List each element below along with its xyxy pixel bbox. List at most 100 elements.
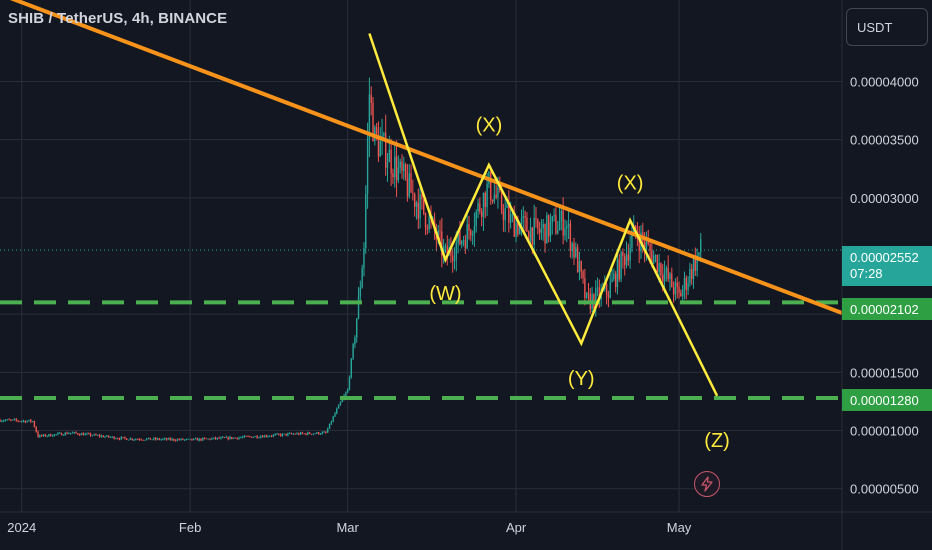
candle-body [694, 259, 697, 271]
candle-body [173, 438, 175, 441]
candle-body [624, 256, 626, 265]
candle-body [124, 437, 126, 439]
candle-body [13, 419, 16, 421]
candle-body [337, 404, 340, 409]
candle-body [4, 420, 7, 421]
candle-body [462, 240, 465, 242]
candle-body [214, 437, 217, 439]
candle-body [144, 439, 146, 441]
level-tag-upper-value: 0.00002102 [850, 301, 919, 317]
candle-body [84, 433, 86, 436]
candle-body [305, 433, 307, 435]
candle-body [19, 421, 21, 422]
candle-body [98, 435, 101, 437]
candle-body [687, 283, 689, 291]
bar-countdown: 07:28 [850, 266, 883, 281]
candle-body [258, 437, 260, 439]
candle-body [234, 437, 237, 439]
candle-body [518, 224, 521, 235]
candle-body [480, 211, 483, 218]
candle-body [317, 432, 320, 435]
candle-body [28, 419, 30, 422]
symbol-title: SHIB / TetherUS, 4h, BINANCE [8, 9, 228, 27]
candle-body [332, 416, 334, 422]
candle-body [366, 139, 369, 194]
candle-body [470, 230, 472, 236]
candle-body [44, 434, 46, 437]
candle-body [649, 244, 651, 252]
candle-body [508, 204, 510, 223]
candle-body [665, 267, 668, 273]
candle-body [48, 434, 50, 436]
candle-body [529, 227, 532, 241]
candle-body [394, 156, 396, 178]
candle-body [660, 263, 662, 276]
candle-body [490, 171, 492, 200]
level-tag-upper: 0.00002102 [842, 298, 932, 320]
candle-body [620, 252, 622, 280]
candle-body [573, 243, 575, 258]
candle-body [446, 245, 448, 256]
candle-body [278, 433, 280, 435]
descending-trendline [9, 0, 844, 316]
candle-body [584, 278, 586, 298]
candle-body [316, 432, 318, 434]
candle-body [126, 438, 128, 440]
candle-body [111, 436, 113, 438]
candle-body [39, 435, 41, 438]
candle-body [314, 433, 316, 435]
candle-body [310, 433, 313, 435]
candle-body [216, 437, 218, 439]
candle-body [511, 214, 514, 215]
candle-body [292, 433, 295, 435]
candle-body [571, 243, 573, 251]
candle-body [35, 426, 37, 432]
candle-body [689, 269, 691, 284]
candle-body [678, 286, 680, 294]
candle-body [86, 433, 88, 435]
candle-body [526, 217, 528, 232]
candle-body [180, 438, 182, 440]
candle-body [346, 389, 349, 393]
candle-body [676, 282, 678, 287]
candle-body [50, 434, 52, 437]
candle-body [104, 436, 106, 438]
candle-body [147, 437, 150, 439]
candle-body [348, 377, 351, 390]
candle-body [270, 436, 273, 437]
candle-body [64, 432, 66, 436]
candle-body [294, 433, 296, 435]
candle-body [231, 436, 233, 439]
candle-body [392, 173, 394, 178]
candle-body [417, 202, 419, 219]
candle-body [254, 436, 257, 437]
candle-body [107, 435, 110, 438]
currency-button[interactable]: USDT [846, 8, 928, 46]
candle-body [609, 282, 611, 298]
candle-body [457, 230, 459, 244]
currency-label: USDT [857, 19, 893, 35]
candle-body [535, 217, 537, 220]
candle-body [142, 439, 144, 441]
candle-body [475, 211, 477, 227]
candle-body [375, 127, 378, 136]
candle-body [109, 437, 112, 438]
candle-body [551, 216, 553, 223]
lightning-icon[interactable] [694, 471, 720, 497]
candle-body [564, 228, 566, 236]
candle-body [283, 433, 285, 435]
candle-body [654, 255, 657, 257]
candle-body [352, 344, 354, 359]
candle-body [249, 436, 251, 438]
candle-body [82, 433, 84, 436]
candle-body [627, 254, 630, 261]
candle-body [395, 156, 398, 181]
candle-body [672, 287, 675, 295]
candle-body [276, 433, 278, 435]
candle-body [106, 435, 108, 437]
candle-body [68, 433, 70, 435]
candle-body [136, 439, 139, 440]
candle-body [256, 436, 258, 438]
candle-body [202, 438, 204, 441]
